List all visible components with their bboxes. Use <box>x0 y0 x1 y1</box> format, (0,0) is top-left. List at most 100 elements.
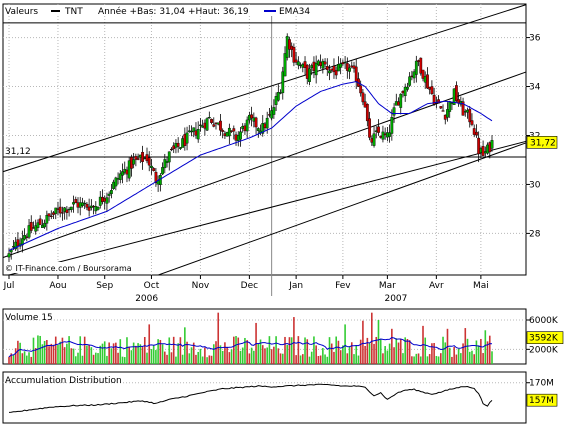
volume-bar <box>10 353 13 364</box>
volume-bar <box>440 353 442 364</box>
legend-range: Année +Bas: 31,04 +Haut: 36,19 <box>98 6 249 17</box>
trend-line-lower-channel <box>7 140 526 275</box>
candle-body <box>81 202 84 206</box>
candlesticks <box>7 33 494 266</box>
volume-bar <box>393 347 395 364</box>
candle-body <box>49 215 53 218</box>
volume-bar <box>471 350 473 364</box>
volume-bar <box>115 342 117 364</box>
volume-bar <box>322 348 324 364</box>
candle-body <box>196 129 200 140</box>
volume-bar <box>166 354 168 364</box>
volume-bar <box>346 353 349 364</box>
volume-bar <box>444 342 447 364</box>
candle-body <box>7 253 11 258</box>
volume-bar <box>266 347 268 364</box>
volume-bar <box>275 336 277 364</box>
volume-average-line <box>8 336 493 358</box>
candle-body <box>437 99 440 104</box>
candle-body <box>288 39 291 50</box>
volume-bar <box>382 353 384 364</box>
volume-bar <box>484 330 487 364</box>
volume-bar <box>344 324 346 364</box>
candle-body <box>359 85 363 94</box>
volume-bar <box>230 349 233 364</box>
volume-bar <box>397 342 400 364</box>
volume-bar <box>486 341 489 364</box>
volume-bar <box>68 336 70 364</box>
volume-bar <box>295 355 297 364</box>
volume-bar <box>442 336 444 364</box>
volume-bar <box>364 345 366 364</box>
volume-bar <box>110 348 113 364</box>
volume-bar <box>228 352 231 364</box>
legend-ticker: TNT <box>64 7 83 17</box>
volume-bar <box>192 342 195 364</box>
volume-bar <box>77 352 79 364</box>
candle-body <box>441 110 445 112</box>
volume-bar <box>26 355 28 364</box>
candle-body <box>161 167 164 175</box>
volume-bar <box>34 348 37 364</box>
candle-body <box>178 147 182 149</box>
volume-bar <box>468 351 471 364</box>
volume-bar <box>477 345 480 364</box>
candle-body <box>210 119 213 123</box>
volume-bar <box>43 340 46 364</box>
candle-body <box>368 118 371 138</box>
volume-bar <box>288 337 291 364</box>
volume-bar <box>315 345 317 364</box>
candle-body <box>426 74 429 89</box>
candle-body <box>36 222 40 228</box>
candle-body <box>348 67 351 72</box>
x-month-label: Oct <box>144 281 160 291</box>
volume-bar <box>155 350 157 364</box>
volume-last-box <box>526 331 564 344</box>
x-year-label: 2007 <box>384 294 407 304</box>
volume-bar <box>106 355 108 364</box>
candle-body <box>69 206 73 210</box>
candle-body <box>392 107 396 116</box>
candle-body <box>65 209 69 213</box>
volume-bar <box>217 312 220 364</box>
ad-last-box <box>526 393 558 407</box>
volume-bar <box>424 337 427 364</box>
volume-bar <box>70 348 73 364</box>
volume-bar <box>462 343 464 364</box>
volume-bar <box>480 338 482 364</box>
candle-body <box>114 177 118 187</box>
volume-bar <box>233 336 235 364</box>
candle-body <box>154 171 158 183</box>
volume-bar <box>112 343 115 364</box>
volume-bar <box>59 341 61 364</box>
candle-body <box>207 117 211 119</box>
candle-body <box>281 71 285 94</box>
volume-bar <box>186 341 188 364</box>
volume-bar <box>395 338 398 364</box>
volume-bar <box>139 344 142 364</box>
candle-body <box>399 93 403 108</box>
candle-body <box>321 60 325 69</box>
candle-body <box>38 218 42 225</box>
candle-body <box>419 57 423 74</box>
reference-line-label: 31,12 <box>5 147 31 157</box>
ad-tick-label: 170M <box>529 379 554 389</box>
volume-bar <box>143 336 146 364</box>
trend-line-upper-channel <box>3 4 526 173</box>
volume-bar <box>108 342 110 364</box>
volume-bar <box>146 352 148 364</box>
candle-body <box>381 131 385 140</box>
candle-body <box>227 127 231 137</box>
ad-frame <box>2 371 527 424</box>
volume-bar <box>46 340 48 364</box>
volume-bar <box>184 327 186 364</box>
volume-bar <box>161 344 164 364</box>
volume-bar <box>273 346 275 364</box>
volume-bar <box>221 350 224 364</box>
volume-bar <box>181 354 184 364</box>
volume-bar <box>224 342 226 364</box>
volume-bar <box>126 337 128 364</box>
candle-body <box>475 131 478 136</box>
candle-body <box>470 120 474 125</box>
candle-body <box>408 76 412 86</box>
